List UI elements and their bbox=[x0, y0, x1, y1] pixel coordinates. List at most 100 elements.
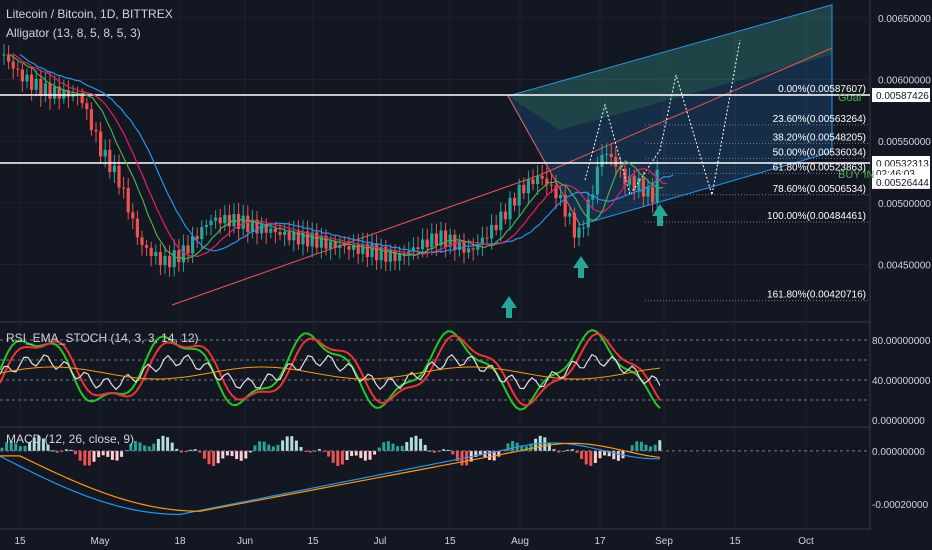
candle-body bbox=[80, 94, 84, 104]
macd-histogram-bar bbox=[271, 446, 275, 451]
macd-histogram-bar bbox=[285, 436, 289, 451]
macd-histogram-bar bbox=[239, 450, 243, 461]
candle-body bbox=[315, 232, 319, 248]
macd-line bbox=[0, 442, 661, 516]
macd-histogram-bar bbox=[0, 447, 4, 451]
candle-body bbox=[421, 239, 425, 250]
macd-histogram-bar bbox=[603, 450, 607, 456]
buy-in-annotation: BUY IN bbox=[838, 169, 875, 181]
macd-histogram-bar bbox=[593, 450, 597, 464]
candle-body bbox=[416, 247, 420, 250]
macd-histogram-bar bbox=[630, 445, 634, 451]
candle-body bbox=[43, 83, 47, 96]
candle-body bbox=[39, 78, 43, 96]
fib-channel: 0.00%(0.00587607) 23.60%(0.00563264) 38.20… bbox=[171, 4, 870, 306]
macd-histogram-bar bbox=[566, 449, 570, 451]
macd-histogram-bar bbox=[143, 445, 147, 451]
price-tick-label: 0.00650000 bbox=[878, 14, 931, 25]
candle-body bbox=[57, 86, 61, 99]
candle-body bbox=[126, 188, 130, 213]
candle-body bbox=[508, 197, 512, 220]
time-tick-label: May bbox=[91, 536, 110, 547]
macd-histogram-bar bbox=[18, 446, 22, 451]
macd-histogram-bar bbox=[193, 449, 197, 451]
macd-histogram-bar bbox=[166, 437, 170, 451]
macd-histogram-bar bbox=[607, 450, 611, 457]
macd-histogram-bar bbox=[51, 450, 55, 452]
candle-body bbox=[347, 246, 351, 250]
candle-body bbox=[605, 153, 609, 155]
macd-histogram-bar bbox=[373, 450, 377, 455]
candle-body bbox=[168, 255, 172, 268]
macd-histogram-bar bbox=[354, 450, 358, 456]
macd-histogram-bar bbox=[290, 436, 294, 451]
fib-level-label: 38.20%(0.00548205) bbox=[773, 132, 866, 143]
candle-body bbox=[296, 231, 300, 245]
macd-histogram-bar bbox=[317, 449, 321, 451]
macd-histogram-bar bbox=[386, 441, 390, 451]
candles bbox=[2, 44, 659, 277]
candle-body bbox=[200, 227, 204, 240]
candle-body bbox=[292, 231, 296, 241]
fib-level-label: 100.00%(0.00484461) bbox=[767, 211, 866, 222]
candle-body bbox=[53, 86, 57, 99]
macd-histogram-bar bbox=[202, 450, 206, 459]
macd-histogram-bar bbox=[336, 450, 340, 466]
macd-histogram-bar bbox=[253, 445, 257, 451]
macd-histogram-bar bbox=[299, 446, 303, 451]
price-badge-label: 02:46:03 bbox=[876, 169, 915, 180]
macd-histogram-bar bbox=[69, 449, 73, 451]
fib-level-label: 50.00%(0.00536034) bbox=[773, 147, 866, 158]
grid bbox=[0, 0, 871, 530]
price-tick-label: 0.00500000 bbox=[878, 199, 931, 210]
candle-body bbox=[494, 224, 498, 231]
macd-histogram-bar bbox=[529, 443, 533, 451]
candle-body bbox=[34, 78, 38, 90]
time-tick-label: Jul bbox=[374, 536, 387, 547]
candle-body bbox=[214, 217, 218, 221]
fib-channel-upper-band bbox=[508, 4, 832, 130]
macd-histogram-bar bbox=[382, 442, 386, 451]
macd-panel-label: MACD (12, 26, close, 9) bbox=[6, 432, 134, 446]
candle-body bbox=[209, 220, 213, 226]
candle-body bbox=[577, 227, 581, 238]
macd-histogram-bar bbox=[350, 450, 354, 457]
macd-histogram-bar bbox=[511, 440, 515, 451]
rsi-line bbox=[0, 353, 661, 391]
candle-body bbox=[361, 243, 365, 255]
candle-body bbox=[112, 165, 116, 173]
candle-body bbox=[66, 90, 70, 97]
candle-body bbox=[99, 131, 103, 157]
macd-histogram-bar bbox=[161, 435, 165, 451]
candle-body bbox=[480, 237, 484, 245]
candle-body bbox=[600, 154, 604, 167]
candle-body bbox=[531, 179, 535, 184]
candle-body bbox=[319, 235, 323, 248]
macd-histogram-bar bbox=[478, 450, 482, 456]
candle-body bbox=[549, 184, 553, 186]
candle-body bbox=[154, 252, 158, 257]
macd-histogram-bar bbox=[428, 450, 432, 452]
candle-body bbox=[522, 184, 526, 194]
candle-body bbox=[223, 214, 227, 224]
candle-body bbox=[503, 211, 507, 220]
macd-histogram-bar bbox=[340, 450, 344, 465]
candle-body bbox=[172, 250, 176, 268]
macd-histogram-bar bbox=[327, 450, 331, 457]
rsi-ema-line bbox=[0, 366, 661, 380]
macd-histogram-bar bbox=[363, 450, 367, 461]
macd-histogram-bar bbox=[534, 438, 538, 451]
macd-histogram-bar bbox=[639, 441, 643, 451]
macd-histogram-bar bbox=[649, 446, 653, 451]
macd-histogram-bar bbox=[41, 438, 45, 451]
price-badge-label: 0.00587426 bbox=[876, 91, 929, 102]
macd-histogram-bar bbox=[55, 450, 59, 453]
candle-body bbox=[283, 231, 287, 235]
candle-body bbox=[250, 219, 254, 232]
macd-histogram-bar bbox=[488, 450, 492, 460]
candle-body bbox=[108, 149, 112, 173]
macd-histogram-bar bbox=[635, 441, 639, 451]
macd-histogram-bar bbox=[442, 449, 446, 451]
macd-histogram-bar bbox=[547, 442, 551, 451]
